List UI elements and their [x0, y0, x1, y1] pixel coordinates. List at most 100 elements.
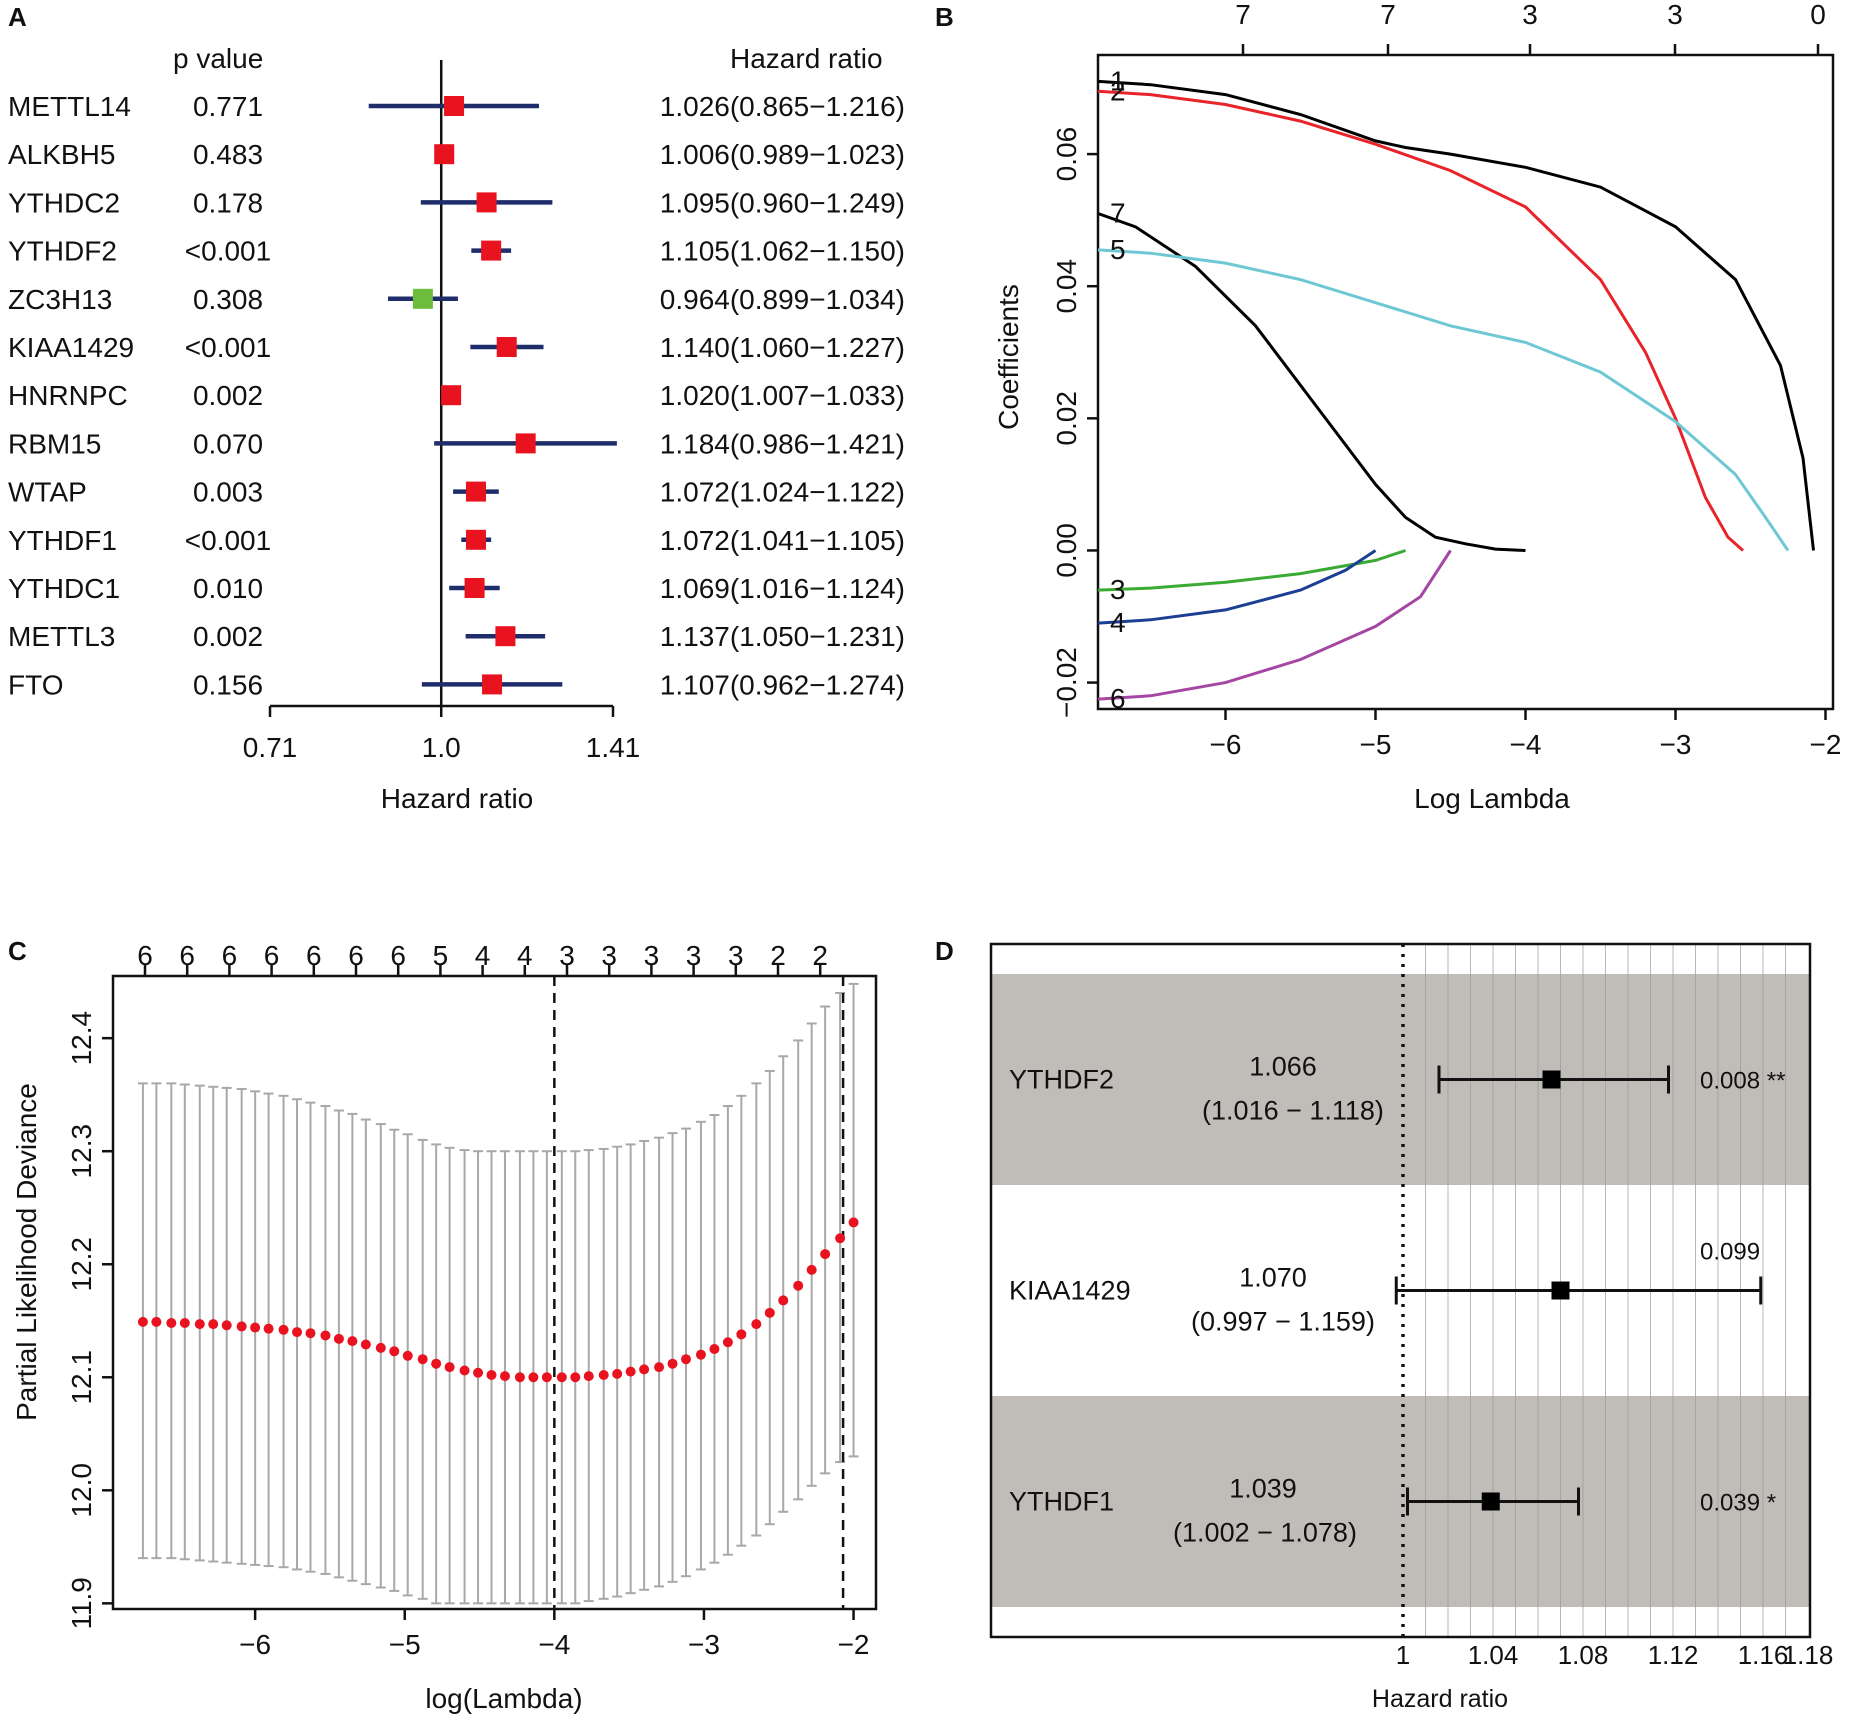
deviance-point — [499, 1371, 510, 1382]
hazard-ratio-marker — [495, 626, 516, 647]
hazard-ratio-marker — [1542, 1070, 1561, 1089]
hazard-ratio-header: Hazard ratio — [730, 43, 883, 74]
series-label: 6 — [1110, 683, 1126, 714]
deviance-point — [639, 1364, 650, 1375]
hazard-ratio-marker — [465, 529, 486, 550]
deviance-point — [250, 1322, 261, 1333]
top-tick-label: 6 — [179, 940, 195, 971]
gene-label: KIAA1429 — [1009, 1276, 1131, 1306]
deviance-point — [431, 1358, 442, 1369]
confidence-interval-text: (1.016 − 1.118) — [1202, 1096, 1384, 1126]
p-value: 0.178 — [193, 187, 263, 218]
p-value: 0.002 — [193, 621, 263, 652]
deviance-point — [194, 1319, 205, 1330]
x-tick-label: 1.04 — [1468, 1640, 1519, 1670]
panel-d-multivariate-forest: YTHDF2 1.066 (1.016 − 1.118) 0.008 ** KIAA14… — [989, 942, 1833, 1713]
deviance-point — [667, 1358, 678, 1369]
deviance-point — [709, 1344, 720, 1355]
hazard-ratio-marker — [515, 433, 536, 454]
series-label: 7 — [1110, 198, 1126, 229]
deviance-point — [375, 1342, 386, 1353]
hazard-ratio-marker — [496, 337, 517, 357]
p-value-text: 0.099 — [1700, 1239, 1760, 1266]
gene-label: YTHDF2 — [8, 236, 117, 267]
top-tick-label: 7 — [1380, 0, 1396, 30]
gene-label: ALKBH5 — [8, 139, 115, 170]
hazard-ratio-marker — [1481, 1492, 1500, 1511]
top-tick-label: 3 — [559, 940, 575, 971]
p-value-header: p value — [173, 43, 263, 74]
deviance-point — [278, 1324, 289, 1335]
deviance-point — [292, 1327, 303, 1338]
series-label: 5 — [1110, 234, 1126, 265]
x-tick-label: −5 — [1360, 729, 1392, 760]
deviance-point — [305, 1328, 316, 1339]
y-tick-label: 0.06 — [1051, 127, 1082, 182]
deviance-point — [654, 1362, 665, 1373]
top-tick-label: 4 — [475, 940, 491, 971]
deviance-point — [528, 1372, 539, 1383]
series-label: 3 — [1110, 574, 1126, 605]
top-tick-label: 4 — [517, 940, 533, 971]
top-tick-label: 6 — [390, 940, 406, 971]
deviance-point — [221, 1320, 232, 1331]
x-tick-label: −2 — [838, 1629, 870, 1660]
top-tick-label: 6 — [348, 940, 364, 971]
y-tick-label: 12.4 — [66, 1011, 97, 1066]
deviance-point — [402, 1350, 413, 1361]
hazard-ratio-marker — [476, 192, 497, 213]
p-value-text: 0.008 ** — [1700, 1068, 1785, 1095]
deviance-point — [459, 1365, 470, 1376]
deviance-point — [541, 1372, 552, 1383]
gene-label: YTHDC2 — [8, 187, 120, 218]
y-tick-label: 0.04 — [1051, 259, 1082, 314]
x-tick-label: 1.0 — [422, 732, 461, 763]
deviance-point — [736, 1329, 747, 1340]
panel-a-x-axis-label: Hazard ratio — [381, 783, 534, 814]
x-tick-label: −6 — [239, 1629, 271, 1660]
y-tick-label: 0.00 — [1051, 523, 1082, 578]
panel-label-c: C — [8, 936, 27, 966]
top-tick-label: 6 — [306, 940, 322, 971]
deviance-point — [764, 1307, 775, 1318]
y-tick-label: 12.1 — [66, 1350, 97, 1405]
x-tick-label: −4 — [538, 1629, 570, 1660]
deviance-point — [514, 1372, 525, 1383]
deviance-point — [444, 1362, 455, 1373]
x-tick-label: −3 — [1660, 729, 1692, 760]
deviance-point — [417, 1354, 428, 1365]
x-tick-label: −3 — [688, 1629, 720, 1660]
panel-d-x-axis-label: Hazard ratio — [1372, 1685, 1508, 1713]
coefficient-path-line — [1097, 89, 1744, 552]
panel-c-y-axis-label: Partial Likelihood Deviance — [11, 1083, 42, 1421]
deviance-point — [473, 1367, 484, 1378]
gene-label: YTHDC1 — [8, 573, 120, 604]
hazard-ratio-text: 1.095(0.960−1.249) — [660, 187, 905, 218]
p-value: <0.001 — [185, 525, 271, 556]
deviance-point — [820, 1249, 831, 1260]
deviance-point — [179, 1318, 190, 1329]
x-tick-label: 1.16 — [1738, 1640, 1789, 1670]
y-tick-label: −0.02 — [1051, 647, 1082, 718]
p-value: 0.156 — [193, 669, 263, 700]
deviance-point — [583, 1371, 594, 1382]
hazard-ratio-marker — [412, 288, 433, 309]
gene-label: METTL3 — [8, 621, 115, 652]
deviance-point — [835, 1233, 846, 1244]
coefficient-path-line — [1097, 549, 1377, 625]
gene-label: YTHDF1 — [8, 525, 117, 556]
panel-c-x-axis-label: log(Lambda) — [425, 1683, 582, 1714]
deviance-point — [236, 1321, 247, 1332]
confidence-interval-text: (1.002 − 1.078) — [1173, 1518, 1357, 1548]
hazard-ratio-marker — [444, 96, 465, 116]
top-tick-label: 2 — [812, 940, 828, 971]
confidence-interval-text: (0.997 − 1.159) — [1191, 1307, 1375, 1337]
p-value: 0.010 — [193, 573, 263, 604]
x-tick-label: 1.08 — [1558, 1640, 1609, 1670]
deviance-point — [570, 1372, 581, 1383]
coefficient-path-line — [1097, 549, 1406, 592]
hazard-ratio-text: 1.072(1.041−1.105) — [660, 525, 905, 556]
series-label: 4 — [1110, 607, 1126, 638]
p-value: 0.308 — [193, 284, 263, 315]
series-label: 1 — [1110, 65, 1126, 96]
